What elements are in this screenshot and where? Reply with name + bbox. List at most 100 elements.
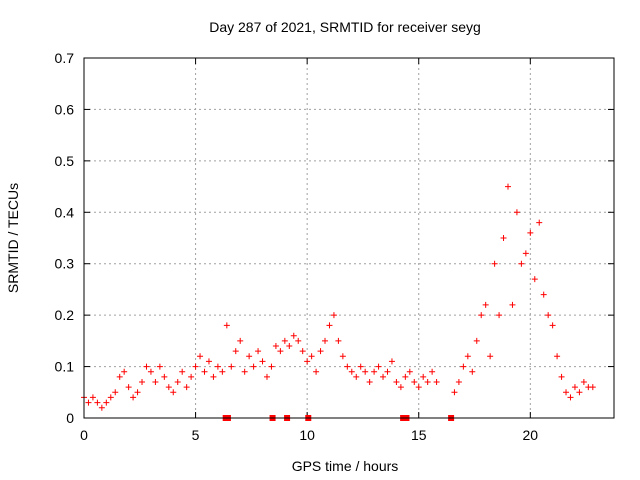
data-point [491,260,498,267]
data-point [121,368,128,375]
data-point [388,358,395,365]
data-point [299,348,306,355]
data-point [89,394,96,401]
data-point [348,368,355,375]
data-point [589,384,596,391]
data-point [147,368,154,375]
data-point [179,368,186,375]
data-point [375,363,382,370]
data-point [366,379,373,385]
data-point [272,343,279,349]
y-tick-label: 0.4 [55,204,75,220]
data-point [170,389,177,396]
y-tick-label: 0.3 [55,256,75,272]
data-point [397,384,404,391]
data-point [455,379,462,385]
data-point [344,363,351,370]
data-point [263,373,270,380]
data-point [232,348,239,355]
data-point [518,260,525,267]
data-point [237,337,244,344]
data-point [393,379,400,385]
data-point [290,332,297,339]
data-point [509,301,516,308]
data-point [429,368,436,375]
data-point [549,322,556,329]
data-point [210,373,217,380]
data-point [402,373,409,380]
chart-title: Day 287 of 2021, SRMTID for receiver sey… [209,19,481,35]
data-point [161,373,168,380]
y-axis-ticks: 0 0.1 0.2 0.3 0.4 0.5 0.6 0.7 [55,50,614,426]
x-tick-label: 20 [523,427,539,443]
data-point [371,368,378,375]
data-point [156,363,163,370]
grid [84,58,614,418]
y-tick-label: 0.5 [55,153,75,169]
data-point [85,399,92,406]
data-point [411,379,418,385]
y-tick-label: 0.1 [55,359,75,375]
data-point [246,353,253,360]
y-axis-label: SRMTID / TECUs [5,183,21,293]
data-point [500,235,507,241]
x-tick-label: 0 [80,427,88,443]
data-point [152,379,159,385]
data-point [330,312,337,319]
data-point [130,394,137,401]
data-point [554,353,561,360]
data-point [165,384,172,391]
data-point [223,322,230,329]
data-point [317,348,324,355]
y-tick-label: 0.2 [55,307,75,323]
data-point [214,363,221,370]
data-point [228,363,235,370]
data-point [103,399,110,406]
x-tick-label: 5 [192,427,200,443]
data-point [420,373,427,380]
data-point [125,384,132,391]
y-tick-label: 0.7 [55,50,75,66]
data-point [197,353,204,360]
data-point [451,389,458,396]
data-point [380,373,387,380]
data-points [81,183,596,411]
data-point [322,337,329,344]
data-point [357,363,364,370]
data-point [295,337,302,344]
data-point [487,353,494,360]
data-point [339,353,346,360]
data-point [536,219,543,226]
x-axis-label: GPS time / hours [292,458,399,474]
data-point [94,399,101,406]
data-point [134,389,141,396]
data-point [362,368,369,375]
x-axis-ticks: 0 5 10 15 20 [80,58,538,443]
data-point [482,301,489,308]
data-point [335,337,342,344]
data-point [384,368,391,375]
data-point [107,394,114,401]
data-point [406,368,413,375]
data-point [522,250,529,257]
data-point [460,363,467,370]
data-point [527,229,534,236]
data-point [304,358,311,365]
data-point [116,373,123,380]
data-point [464,353,471,360]
data-point [563,389,570,396]
data-point [112,389,119,396]
data-point [250,363,257,370]
data-point [540,291,547,298]
data-point [478,312,485,319]
y-tick-label: 0.6 [55,101,75,117]
data-point [143,363,150,370]
y-tick-label: 0 [66,410,74,426]
data-point [353,373,360,380]
data-point [326,322,333,329]
data-point [183,384,190,391]
data-point [496,312,503,319]
data-point [558,373,565,380]
data-point [415,384,422,391]
